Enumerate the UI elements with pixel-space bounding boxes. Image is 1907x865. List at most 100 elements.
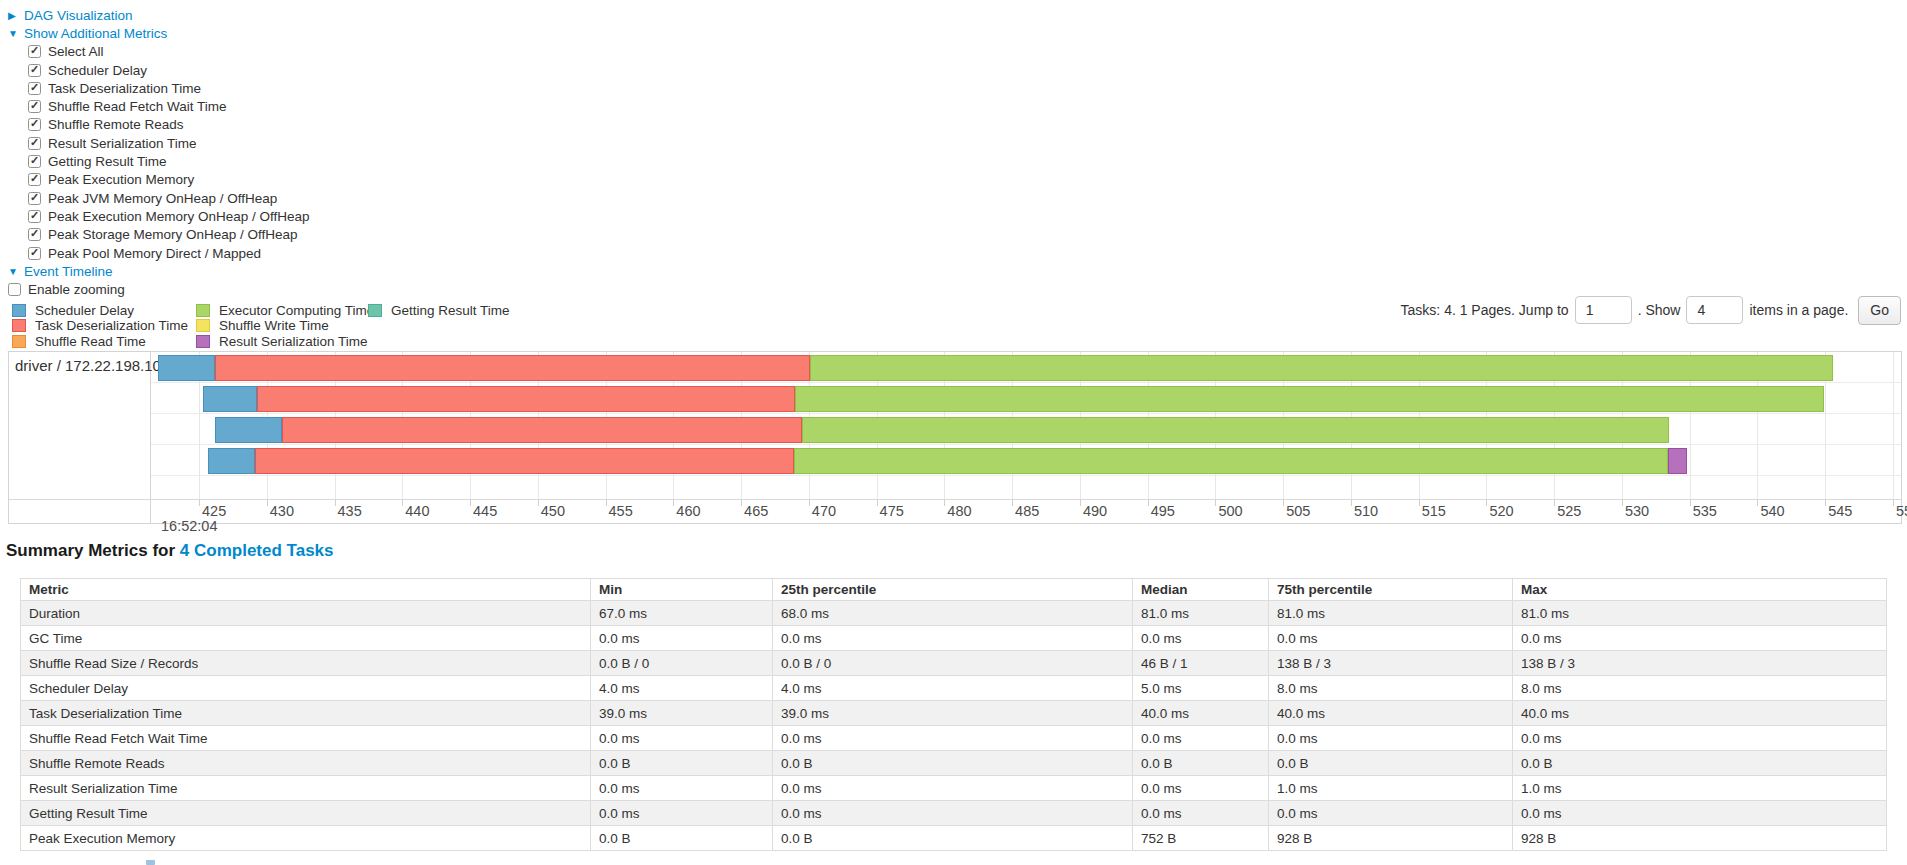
task-bar-segment-scheduler-delay[interactable] (158, 355, 215, 381)
metric-checkbox[interactable] (28, 137, 41, 150)
table-cell: 81.0 ms (1133, 601, 1269, 626)
legend-item-result-serialization-time: Result Serialization Time (196, 334, 374, 349)
task-bar-segment-scheduler-delay[interactable] (208, 448, 254, 474)
legend-item-executor-computing-time: Executor Computing Time (196, 303, 374, 318)
metric-checkbox-row: Shuffle Remote Reads (8, 116, 310, 134)
legend-label: Scheduler Delay (35, 303, 134, 318)
metric-checkbox[interactable] (28, 192, 41, 205)
enable-zooming-row: Enable zooming (8, 280, 310, 298)
event-timeline-link[interactable]: Event Timeline (24, 264, 113, 279)
axis-tick (267, 500, 268, 506)
column-header: Min (591, 579, 773, 601)
task-bar-segment-executor-computing-time[interactable] (795, 386, 1824, 412)
timeline-plot[interactable]: 4254304354404454504554604654704754804854… (151, 352, 1901, 523)
axis-tick-label: 455 (609, 503, 633, 519)
table-cell: 0.0 ms (1513, 626, 1887, 651)
metric-checkbox[interactable] (28, 82, 41, 95)
metric-checkbox[interactable] (28, 100, 41, 113)
items-per-page-input[interactable] (1686, 296, 1743, 324)
table-cell: 0.0 ms (591, 801, 773, 826)
table-cell: 0.0 ms (1269, 801, 1513, 826)
task-bar-segment-scheduler-delay[interactable] (203, 386, 257, 412)
metric-checkbox-label: Peak Execution Memory OnHeap / OffHeap (48, 209, 310, 224)
table-cell: 40.0 ms (1513, 701, 1887, 726)
table-cell: 0.0 ms (773, 776, 1133, 801)
metric-checkbox-row: Getting Result Time (8, 152, 310, 170)
metric-checkbox-label: Peak JVM Memory OnHeap / OffHeap (48, 191, 277, 206)
table-cell: 0.0 ms (1269, 626, 1513, 651)
jump-to-page-input[interactable] (1575, 296, 1632, 324)
table-cell: Shuffle Read Fetch Wait Time (21, 726, 591, 751)
table-cell: 0.0 B / 0 (773, 651, 1133, 676)
axis-tick (1757, 500, 1758, 506)
show-additional-metrics-toggle[interactable]: ▼ Show Additional Metrics (8, 24, 310, 42)
table-row: Result Serialization Time0.0 ms0.0 ms0.0… (21, 776, 1887, 801)
executor-group-label: driver / 172.22.198.104 (15, 357, 169, 374)
task-bar-segment-task-deserialization-time[interactable] (282, 417, 802, 443)
event-timeline-toggle[interactable]: ▼ Event Timeline (8, 262, 310, 280)
metric-checkbox-row: Peak Storage Memory OnHeap / OffHeap (8, 226, 310, 244)
metric-checkbox[interactable] (28, 45, 41, 58)
axis-tick (335, 500, 336, 506)
completed-tasks-link[interactable]: 4 Completed Tasks (180, 541, 334, 560)
enable-zooming-checkbox[interactable] (8, 283, 21, 296)
table-cell: 68.0 ms (773, 601, 1133, 626)
axis-tick-label: 525 (1557, 503, 1581, 519)
axis-tick (741, 500, 742, 506)
axis-tick-label: 545 (1828, 503, 1852, 519)
metric-checkbox[interactable] (28, 210, 41, 223)
legend-label: Shuffle Read Time (35, 334, 146, 349)
task-bar-segment-executor-computing-time[interactable] (802, 417, 1669, 443)
summary-metrics-table: MetricMin25th percentileMedian75th perce… (20, 578, 1887, 851)
table-row: Getting Result Time0.0 ms0.0 ms0.0 ms0.0… (21, 801, 1887, 826)
column-header: Median (1133, 579, 1269, 601)
metric-checkbox[interactable] (28, 118, 41, 131)
enable-zooming-label: Enable zooming (28, 282, 125, 297)
task-bar-segment-executor-computing-time[interactable] (794, 448, 1668, 474)
metric-checkbox[interactable] (28, 64, 41, 77)
legend-column: Getting Result Time (368, 303, 510, 318)
table-cell: 0.0 ms (1269, 726, 1513, 751)
table-row: GC Time0.0 ms0.0 ms0.0 ms0.0 ms0.0 ms (21, 626, 1887, 651)
table-cell: 40.0 ms (1269, 701, 1513, 726)
table-cell: 752 B (1133, 826, 1269, 851)
metrics-checkbox-list: Select AllScheduler DelayTask Deserializ… (8, 43, 310, 263)
table-cell: 39.0 ms (591, 701, 773, 726)
metric-checkbox-row: Peak JVM Memory OnHeap / OffHeap (8, 189, 310, 207)
axis-tick (199, 500, 200, 506)
show-additional-metrics-link[interactable]: Show Additional Metrics (24, 26, 167, 41)
legend-swatch-icon (196, 319, 210, 332)
metric-checkbox[interactable] (28, 228, 41, 241)
metric-checkbox[interactable] (28, 247, 41, 260)
task-bar-segment-executor-computing-time[interactable] (810, 355, 1833, 381)
table-cell: 8.0 ms (1513, 676, 1887, 701)
task-bar-segment-result-serialization-time[interactable] (1668, 448, 1687, 474)
table-cell: 46 B / 1 (1133, 651, 1269, 676)
metric-checkbox[interactable] (28, 155, 41, 168)
axis-tick-label: 550 (1896, 503, 1907, 519)
table-cell: 39.0 ms (773, 701, 1133, 726)
legend-item-shuffle-read-time: Shuffle Read Time (12, 334, 188, 349)
table-cell: 0.0 ms (1133, 726, 1269, 751)
legend-label: Result Serialization Time (219, 334, 368, 349)
task-bar-segment-task-deserialization-time[interactable] (255, 448, 794, 474)
axis-time-label: 16:52:04 (161, 518, 217, 534)
task-bar-segment-task-deserialization-time[interactable] (215, 355, 810, 381)
chevron-down-icon: ▼ (8, 28, 18, 39)
task-bar-segment-scheduler-delay[interactable] (215, 417, 281, 443)
metric-checkbox-label: Shuffle Read Fetch Wait Time (48, 99, 227, 114)
table-row: Scheduler Delay4.0 ms4.0 ms5.0 ms8.0 ms8… (21, 676, 1887, 701)
summary-heading-prefix: Summary Metrics for (6, 541, 180, 560)
task-bar-segment-task-deserialization-time[interactable] (257, 386, 795, 412)
dag-visualization-link[interactable]: DAG Visualization (24, 8, 133, 23)
table-cell: Scheduler Delay (21, 676, 591, 701)
go-button[interactable]: Go (1858, 296, 1901, 325)
legend-label: Executor Computing Time (219, 303, 374, 318)
table-cell: 0.0 ms (591, 776, 773, 801)
table-cell: 81.0 ms (1269, 601, 1513, 626)
metric-checkbox[interactable] (28, 173, 41, 186)
axis-tick (1486, 500, 1487, 506)
dag-visualization-toggle[interactable]: ▶ DAG Visualization (8, 6, 310, 24)
table-cell: 4.0 ms (773, 676, 1133, 701)
table-row: Shuffle Read Fetch Wait Time 0.0 ms0.0 ms… (21, 726, 1887, 751)
